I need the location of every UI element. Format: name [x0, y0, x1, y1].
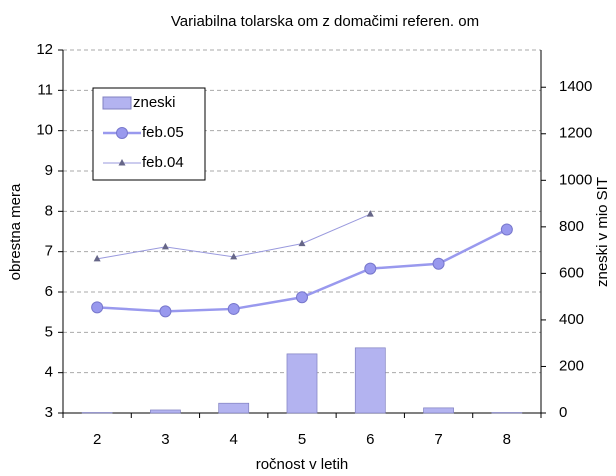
bar	[423, 407, 454, 414]
marker	[296, 291, 308, 304]
y-tick-label: 5	[45, 323, 53, 340]
marker	[93, 254, 101, 262]
y2-tick-label: 200	[559, 357, 584, 374]
y-tick-label: 7	[45, 243, 53, 260]
marker	[91, 301, 104, 314]
legend-label: feb.04	[142, 154, 184, 171]
y2-axis-title: zneski v mio SIT	[594, 177, 611, 287]
line	[97, 213, 371, 260]
marker	[159, 305, 172, 318]
legend-label: feb.05	[142, 124, 184, 141]
legend-label: zneski	[133, 94, 176, 111]
x-tick-label: 2	[93, 431, 101, 448]
y-tick-label: 3	[45, 404, 53, 421]
y2-tick-label: 1400	[559, 78, 592, 95]
y2-tick-label: 400	[559, 311, 584, 328]
legend-marker	[118, 159, 126, 166]
y2-tick-label: 800	[559, 218, 584, 235]
legend-marker	[116, 127, 128, 139]
legend-swatch	[102, 96, 132, 110]
y-tick-label: 6	[45, 283, 53, 300]
marker	[230, 252, 238, 260]
y2-tick-label: 1200	[559, 125, 592, 142]
marker	[500, 223, 513, 236]
x-tick-label: 6	[366, 431, 374, 448]
y-tick-label: 4	[45, 364, 53, 381]
x-tick-label: 4	[230, 431, 238, 448]
marker	[364, 262, 377, 275]
marker	[366, 210, 374, 217]
x-tick-label: 5	[298, 431, 306, 448]
x-tick-label: 3	[161, 431, 169, 448]
x-tick-label: 7	[434, 431, 442, 448]
y-tick-label: 9	[45, 162, 53, 179]
marker	[161, 242, 169, 250]
y-tick-label: 11	[37, 81, 53, 98]
y2-tick-label: 1000	[559, 171, 592, 188]
bar	[286, 353, 318, 414]
chart-title: Variabilna tolarska om z domačimi refere…	[171, 13, 479, 30]
marker	[298, 239, 306, 247]
y2-tick-label: 600	[559, 264, 584, 281]
y-axis-title: obrestna mera	[7, 183, 24, 280]
marker	[432, 257, 445, 270]
y-tick-label: 10	[36, 122, 53, 139]
marker	[227, 302, 240, 315]
x-tick-label: 8	[503, 431, 511, 448]
y-tick-label: 8	[45, 202, 53, 219]
y-tick-label: 12	[36, 41, 53, 58]
bar	[150, 409, 181, 414]
y2-tick-label: 0	[559, 404, 567, 421]
x-axis-title: ročnost v letih	[256, 456, 349, 473]
bar	[218, 402, 250, 414]
bar	[354, 347, 386, 414]
